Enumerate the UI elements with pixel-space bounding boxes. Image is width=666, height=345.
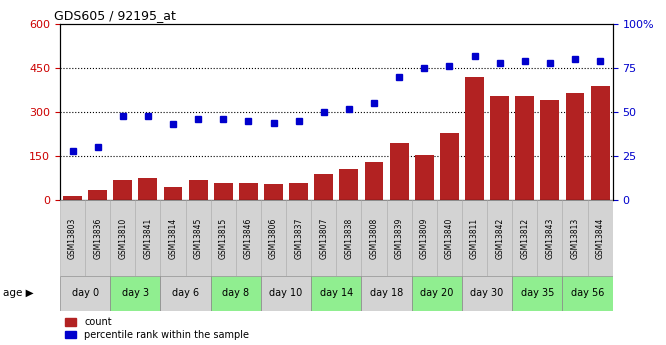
Bar — [412, 200, 437, 276]
Text: day 20: day 20 — [420, 288, 454, 298]
Bar — [286, 200, 311, 276]
Bar — [340, 169, 358, 200]
Bar — [386, 200, 412, 276]
Bar — [563, 276, 613, 310]
Bar — [565, 93, 585, 200]
Bar — [311, 200, 336, 276]
Text: GSM13846: GSM13846 — [244, 217, 253, 259]
Bar — [462, 276, 512, 310]
Text: GSM13845: GSM13845 — [194, 217, 202, 259]
Text: GSM13839: GSM13839 — [395, 217, 404, 259]
Bar — [214, 183, 232, 200]
Bar — [88, 190, 107, 200]
Bar — [289, 183, 308, 200]
Bar — [314, 174, 333, 200]
Bar — [139, 178, 157, 200]
Bar — [110, 276, 161, 310]
Bar — [362, 200, 386, 276]
Text: GSM13803: GSM13803 — [68, 217, 77, 259]
Bar — [541, 100, 559, 200]
Bar — [512, 200, 537, 276]
Bar — [311, 276, 362, 310]
Text: GSM13838: GSM13838 — [344, 217, 354, 259]
Text: day 6: day 6 — [172, 288, 199, 298]
Bar — [437, 200, 462, 276]
Bar — [390, 143, 408, 200]
Bar — [60, 276, 110, 310]
Text: GSM13836: GSM13836 — [93, 217, 102, 259]
Bar — [440, 132, 459, 200]
Bar — [462, 200, 487, 276]
Bar — [110, 200, 135, 276]
Text: day 30: day 30 — [470, 288, 503, 298]
Bar — [161, 200, 186, 276]
Bar — [261, 276, 311, 310]
Text: day 3: day 3 — [122, 288, 149, 298]
Text: GSM13842: GSM13842 — [495, 217, 504, 259]
Text: GSM13843: GSM13843 — [545, 217, 554, 259]
Bar — [161, 276, 210, 310]
Text: GSM13813: GSM13813 — [571, 217, 579, 259]
Text: day 10: day 10 — [270, 288, 303, 298]
Text: day 14: day 14 — [320, 288, 353, 298]
Bar — [465, 77, 484, 200]
Bar — [587, 200, 613, 276]
Text: GDS605 / 92195_at: GDS605 / 92195_at — [55, 9, 176, 22]
Text: GSM13841: GSM13841 — [143, 217, 153, 259]
Text: GSM13806: GSM13806 — [269, 217, 278, 259]
Text: GSM13815: GSM13815 — [218, 217, 228, 259]
Bar — [264, 184, 283, 200]
Bar — [563, 200, 587, 276]
Text: GSM13812: GSM13812 — [520, 217, 529, 259]
Bar — [239, 183, 258, 200]
Bar — [364, 162, 384, 200]
Text: age ▶: age ▶ — [3, 288, 34, 298]
Text: GSM13810: GSM13810 — [119, 217, 127, 259]
Bar — [537, 200, 563, 276]
Text: GSM13809: GSM13809 — [420, 217, 429, 259]
Text: day 35: day 35 — [521, 288, 554, 298]
Bar — [135, 200, 161, 276]
Bar — [60, 200, 85, 276]
Legend: count, percentile rank within the sample: count, percentile rank within the sample — [65, 317, 249, 340]
Text: day 56: day 56 — [571, 288, 604, 298]
Text: GSM13837: GSM13837 — [294, 217, 303, 259]
Bar — [487, 200, 512, 276]
Bar — [512, 276, 563, 310]
Bar — [186, 200, 210, 276]
Bar — [591, 86, 609, 200]
Bar — [210, 276, 261, 310]
Bar — [362, 276, 412, 310]
Text: GSM13811: GSM13811 — [470, 217, 479, 259]
Bar — [113, 179, 132, 200]
Text: day 0: day 0 — [71, 288, 99, 298]
Bar — [236, 200, 261, 276]
Text: GSM13844: GSM13844 — [595, 217, 605, 259]
Bar — [63, 196, 82, 200]
Bar — [210, 200, 236, 276]
Bar — [415, 155, 434, 200]
Bar — [336, 200, 362, 276]
Text: GSM13808: GSM13808 — [370, 217, 378, 259]
Bar — [261, 200, 286, 276]
Bar — [85, 200, 110, 276]
Bar — [412, 276, 462, 310]
Bar — [515, 96, 534, 200]
Text: GSM13814: GSM13814 — [168, 217, 178, 259]
Text: day 8: day 8 — [222, 288, 249, 298]
Bar — [188, 179, 208, 200]
Text: day 18: day 18 — [370, 288, 403, 298]
Text: GSM13807: GSM13807 — [319, 217, 328, 259]
Bar — [164, 187, 182, 200]
Bar — [490, 96, 509, 200]
Text: GSM13840: GSM13840 — [445, 217, 454, 259]
